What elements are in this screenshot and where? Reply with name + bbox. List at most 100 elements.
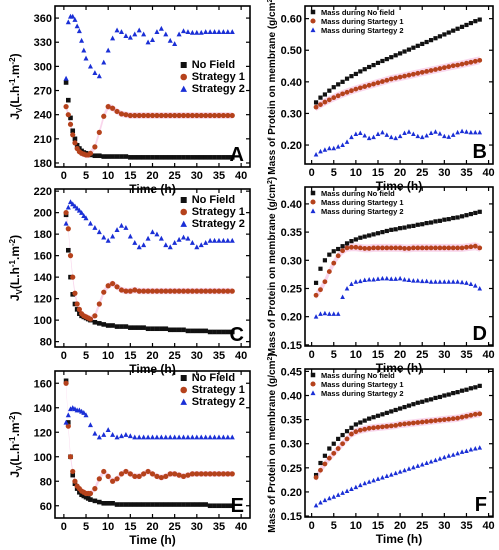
- data-point: [63, 75, 69, 81]
- data-point: [176, 434, 182, 440]
- data-point: [406, 72, 412, 78]
- data-point: [70, 472, 76, 478]
- data-point: [194, 155, 200, 160]
- data-point: [313, 280, 319, 285]
- data-point: [366, 276, 372, 282]
- data-point: [340, 91, 345, 97]
- data-point: [410, 245, 416, 251]
- data-point: [384, 423, 390, 429]
- x-axis-label: Time (h): [129, 533, 175, 547]
- data-point: [96, 73, 102, 79]
- panel-f: 0 5 10 15 20 25 30 35 40 0.15 0.20 0.25 0.30 0.35 0.40…: [267, 353, 495, 546]
- data-point: [145, 468, 151, 475]
- data-point: [118, 471, 125, 477]
- data-point: [442, 279, 447, 284]
- panel-c: 0 5 10 15 20 25 30 35 40 80 100 120 140 160 180 200 220 T…: [8, 186, 251, 376]
- data-point: [424, 460, 429, 466]
- data-point: [101, 234, 107, 240]
- data-point: [65, 226, 71, 232]
- x-tick-label: 5: [83, 521, 89, 533]
- data-point: [327, 311, 332, 316]
- data-point: [136, 434, 142, 440]
- y-tick-label: 220: [34, 186, 52, 198]
- data-point: [96, 434, 102, 440]
- legend-entry: Mass during No field: [321, 8, 395, 17]
- data-point: [149, 37, 156, 42]
- data-point: [428, 130, 434, 136]
- data-point: [322, 310, 328, 316]
- data-point: [207, 434, 213, 440]
- data-point: [63, 419, 69, 425]
- data-point: [442, 32, 447, 37]
- data-point: [468, 281, 474, 286]
- data-point: [389, 227, 394, 232]
- data-point: [132, 473, 138, 479]
- legend-entry: Mass during Startegy 1: [321, 198, 404, 207]
- data-point: [207, 155, 213, 160]
- x-tick-label: 20: [394, 520, 406, 532]
- data-point: [384, 275, 390, 281]
- x-tick-label: 15: [124, 350, 136, 362]
- data-point: [313, 314, 319, 319]
- data-point: [477, 17, 482, 22]
- legend-entry: No Field: [192, 194, 235, 206]
- data-point: [464, 387, 469, 392]
- data-point: [189, 288, 195, 294]
- data-point: [92, 313, 98, 319]
- data-point: [185, 434, 191, 440]
- data-point: [411, 45, 416, 50]
- data-point: [371, 245, 376, 251]
- panel-letter: D: [473, 323, 487, 345]
- strategy-1-error-band: [66, 103, 233, 159]
- data-point: [67, 406, 74, 412]
- data-point: [149, 471, 156, 477]
- data-point: [415, 245, 421, 251]
- data-point: [81, 409, 87, 415]
- x-tick-label: 35: [460, 520, 472, 532]
- data-point: [87, 490, 94, 497]
- data-point: [96, 301, 102, 307]
- legend-marker: [180, 197, 187, 203]
- legend-entry: No Field: [192, 372, 235, 384]
- data-point: [327, 252, 332, 257]
- data-point: [189, 240, 195, 245]
- x-tick-label: 0: [61, 521, 67, 533]
- data-point: [150, 155, 155, 160]
- x-axis-label: Time (h): [376, 179, 422, 193]
- data-point: [110, 105, 116, 111]
- data-point: [65, 19, 71, 25]
- data-point: [185, 502, 191, 507]
- data-point: [358, 69, 363, 74]
- data-point: [424, 220, 429, 226]
- series-strategy-1: [63, 210, 235, 322]
- x-tick-label: 40: [235, 170, 247, 182]
- x-tick-label: 40: [482, 520, 494, 532]
- data-point: [331, 95, 337, 101]
- data-point: [424, 419, 430, 424]
- data-point: [114, 154, 120, 159]
- data-point: [198, 434, 204, 440]
- data-point: [114, 27, 120, 33]
- data-point: [110, 478, 116, 484]
- data-point: [101, 59, 107, 65]
- data-point: [402, 404, 407, 410]
- data-point: [150, 326, 155, 332]
- data-point: [406, 403, 412, 408]
- series-strategy-1: [313, 411, 483, 480]
- data-point: [313, 152, 319, 157]
- data-point: [397, 74, 403, 80]
- series-strategy-2: [63, 199, 235, 250]
- x-tick-label: 10: [102, 521, 114, 533]
- data-point: [433, 395, 438, 401]
- data-point: [79, 209, 85, 215]
- x-tick-label: 20: [146, 350, 158, 362]
- data-point: [198, 155, 204, 160]
- data-point: [127, 34, 133, 40]
- x-tick-label: 10: [102, 170, 114, 182]
- data-point: [159, 326, 164, 332]
- y-tick-label: 180: [34, 158, 52, 170]
- data-point: [313, 292, 319, 298]
- data-point: [136, 502, 142, 507]
